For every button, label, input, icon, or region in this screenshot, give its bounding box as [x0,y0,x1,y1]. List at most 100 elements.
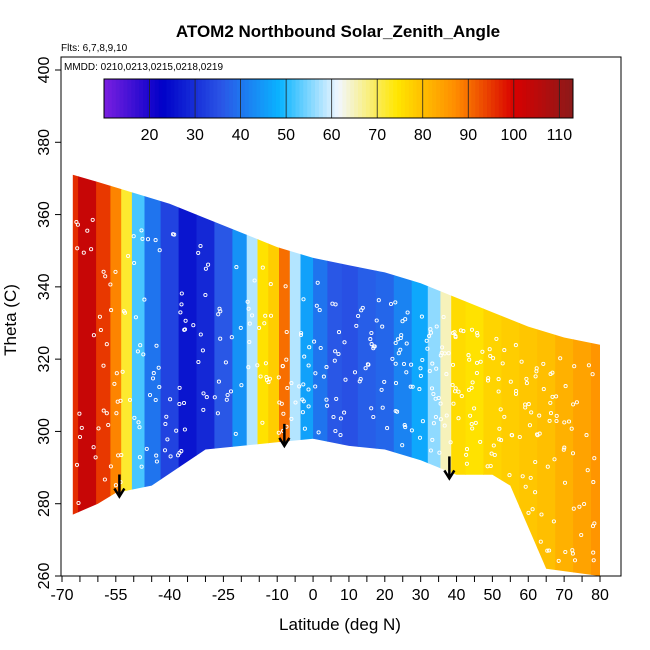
obs-point [452,330,457,335]
obs-point [113,483,118,488]
obs-point [307,345,312,350]
obs-point [289,381,294,386]
obs-point [333,428,338,434]
obs-point [478,439,483,444]
colorbar-segment [139,79,144,118]
obs-point [545,464,550,469]
obs-point [203,292,208,298]
obs-point [201,391,206,396]
obs-point [179,449,184,454]
obs-point [301,382,306,387]
obs-point [429,386,435,391]
colorbar-segment [401,79,406,118]
obs-point [334,396,339,401]
obs-point [428,448,433,453]
obs-point [196,250,201,255]
colorbar-segment [490,79,496,118]
obs-point [238,325,243,330]
obs-point [356,313,361,319]
x-tick-label: 0 [309,587,318,604]
x-tick-label: -70 [50,587,73,604]
obs-point [520,474,525,479]
obs-point [547,548,552,553]
sza-column [121,174,133,576]
obs-point [114,411,119,416]
obs-point [529,410,534,415]
colorbar-segment [475,79,480,118]
obs-point [545,548,550,553]
colorbar-tick-label: 90 [459,127,477,144]
obs-point [430,437,435,442]
obs-point [417,435,423,440]
colorbar-segment [350,79,355,118]
obs-point [108,282,113,287]
colorbar-segment [213,79,218,118]
obs-point [164,414,169,419]
obs-point [247,339,252,345]
obs-point [179,302,184,307]
colorbar-segment [346,79,351,118]
y-tick-label: 320 [36,346,53,373]
obs-point [533,490,538,495]
obs-point [472,406,477,411]
obs-point [488,353,493,359]
obs-point [470,426,475,431]
obs-point [234,265,239,270]
colorbar-segment [365,79,371,118]
obs-point [548,411,554,416]
obs-point [369,406,374,411]
obs-point [450,362,456,367]
colorbar-segment [127,79,132,118]
obs-point [132,260,137,266]
obs-point [491,443,496,448]
obs-point [170,232,176,237]
obs-point [91,333,96,338]
obs-point [246,306,251,311]
colorbar-segment [514,79,519,118]
obs-point [198,243,203,249]
colorbar-segment [369,79,375,118]
obs-point [431,421,436,426]
obs-point [281,411,286,416]
obs-point [502,414,507,419]
sza-column [591,174,601,576]
colorbar-segment [201,79,207,118]
obs-point [533,374,538,379]
obs-point [388,301,394,307]
obs-point [218,336,223,341]
sza-cells [72,174,601,576]
colorbar-segment [412,79,418,118]
obs-point [469,327,475,332]
sza-column [427,174,441,576]
obs-point [433,414,438,420]
colorbar-segment [264,79,269,118]
colorbar-segment [463,79,468,118]
colorbar-segment [244,79,250,118]
obs-point [331,414,336,420]
obs-point [494,336,499,341]
colorbar-segment [506,79,511,118]
obs-point [527,423,532,428]
obs-point [368,337,373,342]
colorbar-segment [487,79,492,118]
obs-point [523,484,528,489]
sza-column [214,174,233,576]
obs-point [492,452,497,458]
obs-point [313,384,318,389]
obs-point [474,370,479,376]
obs-point [140,236,145,241]
obs-point [537,413,542,418]
obs-point [217,306,222,311]
obs-point [182,327,187,332]
obs-point [498,407,503,412]
obs-point [585,468,590,473]
colorbar-tick-label: 40 [232,127,250,144]
obs-point [138,343,143,348]
obs-point [139,228,144,233]
obs-point [552,457,557,462]
obs-point [263,313,268,318]
obs-point [183,318,188,323]
obs-point [306,387,311,392]
obs-point [212,395,217,400]
flights-label: Flts: 6,7,8,9,10 [61,43,128,54]
